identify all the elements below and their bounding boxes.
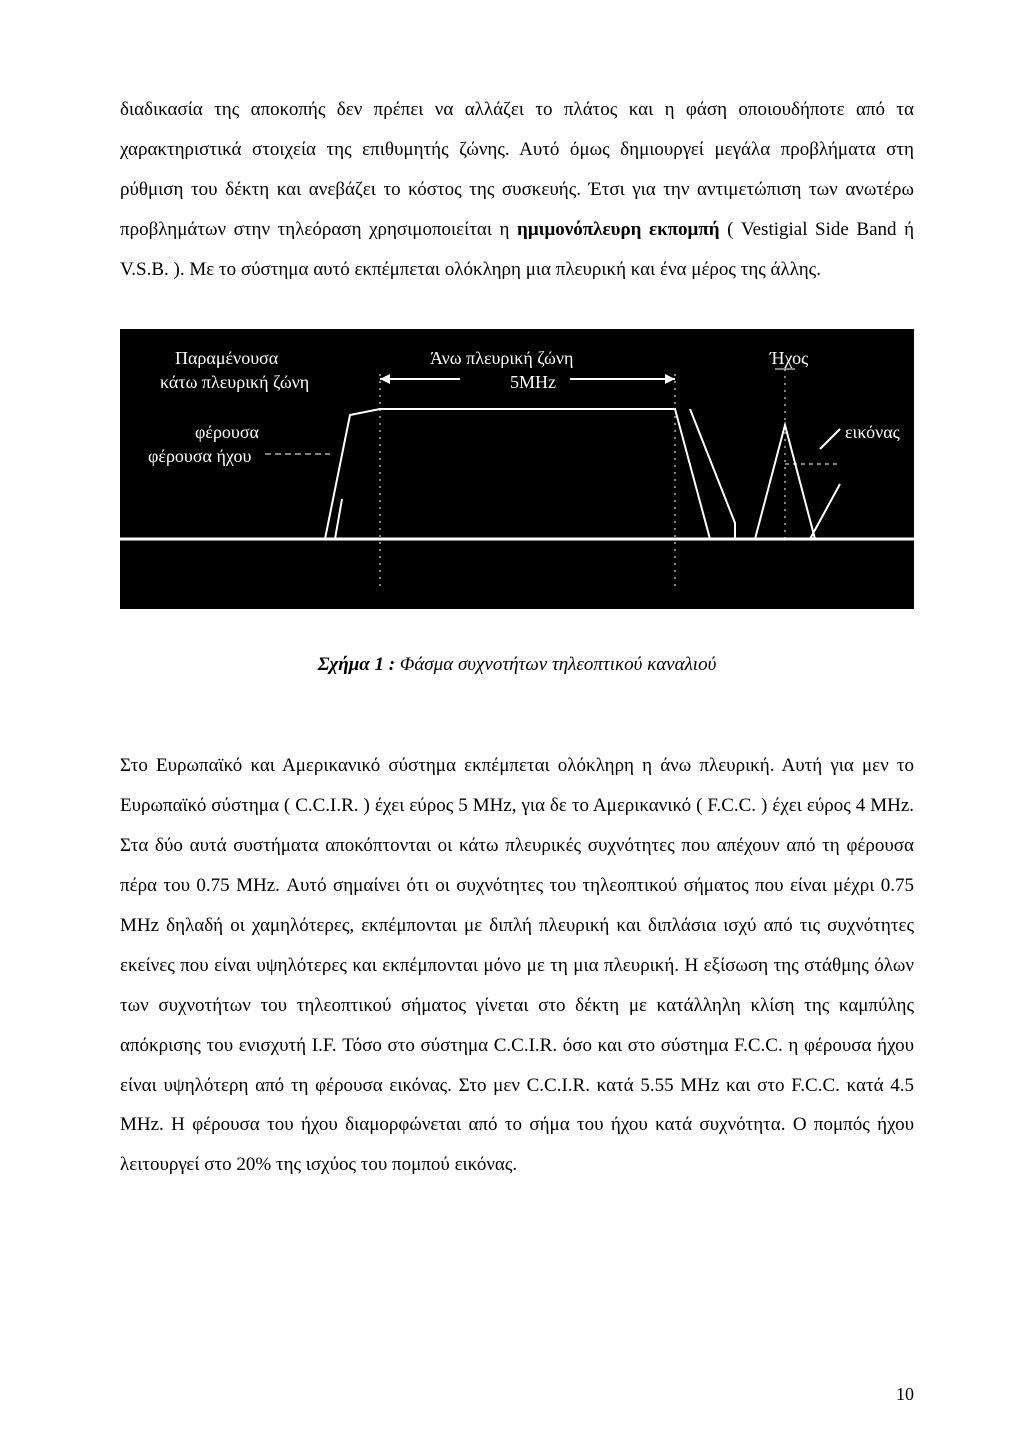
para1-bold: ημιμονόπλευρη εκπομπή [517,219,720,240]
paragraph-1: διαδικασία της αποκοπής δεν πρέπει να αλ… [120,90,914,289]
page-number: 10 [896,1384,914,1405]
spectrum-diagram: Παραμένουσα κάτω πλευρική ζώνη Άνω πλευρ… [120,329,914,609]
diagram-svg [120,329,914,609]
caption-prefix: Σχήμα 1 : [318,654,400,675]
figure-caption: Σχήμα 1 : Φάσμα συχνοτήτων τηλεοπτικού κ… [120,654,914,676]
page: διαδικασία της αποκοπής δεν πρέπει να αλ… [0,0,1024,1445]
caption-text: Φάσμα συχνοτήτων τηλεοπτικού καναλιού [400,654,716,675]
paragraph-2: Στο Ευρωπαϊκό και Αμερικανικό σύστημα εκ… [120,746,914,1185]
